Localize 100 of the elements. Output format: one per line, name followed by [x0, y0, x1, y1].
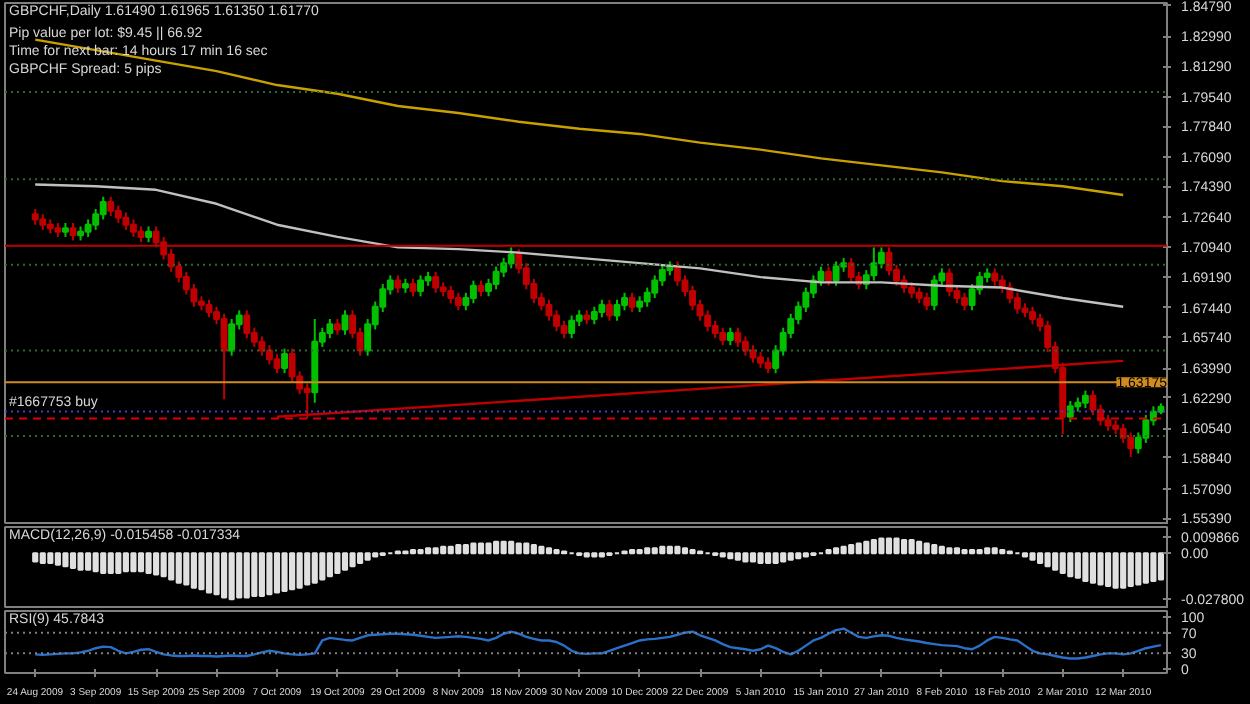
- candlestick: [228, 317, 236, 357]
- bar: [734, 552, 741, 561]
- bar: [470, 542, 477, 555]
- line-series: [34, 627, 1163, 660]
- bar: [727, 552, 734, 560]
- bar: [168, 552, 175, 581]
- bar: [326, 552, 333, 578]
- bar: [1150, 552, 1157, 583]
- bar: [848, 544, 855, 555]
- bar: [432, 547, 439, 555]
- bar: [47, 552, 54, 565]
- bar: [39, 552, 46, 565]
- candlestick: [417, 274, 424, 298]
- bar: [228, 552, 235, 601]
- bar: [674, 545, 681, 555]
- bar: [885, 537, 893, 555]
- line-series: [34, 183, 1125, 308]
- bar: [32, 552, 39, 563]
- bar: [681, 547, 689, 555]
- candlestick: [832, 260, 840, 287]
- bar: [251, 552, 258, 597]
- bar: [991, 547, 998, 555]
- candlestick: [1066, 400, 1074, 423]
- candlestick: [326, 317, 334, 340]
- bar: [69, 552, 77, 569]
- bar: [62, 552, 69, 568]
- bar: [440, 545, 447, 555]
- bar: [1089, 552, 1097, 584]
- candlestick: [847, 256, 855, 284]
- bar: [243, 552, 250, 599]
- bar: [863, 540, 870, 555]
- bar: [795, 552, 802, 560]
- candlestick: [432, 270, 440, 294]
- bar: [462, 544, 469, 555]
- bar: [1157, 552, 1165, 581]
- bar: [916, 540, 923, 555]
- candlestick: [492, 265, 500, 291]
- bar: [311, 552, 318, 584]
- bar: [953, 547, 961, 555]
- bar: [493, 540, 500, 555]
- candlestick: [507, 246, 515, 270]
- bar: [780, 552, 787, 563]
- bar: [772, 552, 779, 565]
- bar: [289, 552, 296, 591]
- bar: [765, 552, 772, 565]
- bar: [477, 542, 485, 555]
- bar: [545, 547, 553, 555]
- bar: [1044, 552, 1051, 568]
- bar: [258, 552, 265, 597]
- bar: [901, 539, 908, 555]
- bar: [787, 552, 794, 561]
- bar: [153, 552, 160, 576]
- bar: [341, 552, 349, 571]
- candlestick: [107, 195, 115, 217]
- bar: [757, 552, 764, 565]
- bar: [85, 552, 92, 571]
- bar: [273, 552, 281, 594]
- bar: [160, 552, 167, 578]
- bar: [500, 540, 507, 555]
- bar: [1097, 552, 1104, 586]
- bar: [1036, 552, 1044, 565]
- bar: [77, 552, 84, 571]
- bar: [523, 542, 530, 555]
- candlestick: [613, 298, 621, 322]
- candlestick: [741, 335, 749, 357]
- bar: [1142, 552, 1149, 584]
- bar: [749, 552, 757, 563]
- bar: [931, 544, 938, 555]
- bar: [281, 552, 288, 592]
- bar: [213, 552, 220, 596]
- bar: [1067, 552, 1074, 578]
- bar: [190, 552, 197, 589]
- bar: [122, 552, 129, 573]
- candlestick: [605, 298, 613, 322]
- bar: [198, 552, 205, 591]
- bar: [946, 547, 953, 555]
- bar: [984, 547, 991, 555]
- candlestick: [545, 298, 553, 322]
- bar: [364, 552, 371, 561]
- bar: [455, 544, 462, 555]
- bar: [115, 552, 122, 574]
- candlestick: [281, 347, 288, 375]
- bar: [878, 537, 885, 555]
- bar: [515, 542, 522, 555]
- bar: [742, 552, 749, 563]
- bar: [893, 537, 900, 555]
- bar: [1135, 552, 1142, 586]
- candlestick: [1089, 389, 1097, 417]
- bar: [319, 552, 326, 581]
- bar: [221, 552, 228, 599]
- bar: [236, 552, 243, 599]
- candlestick: [273, 352, 281, 375]
- candlestick: [258, 335, 266, 357]
- candlestick: [220, 312, 228, 401]
- candlestick: [243, 309, 251, 340]
- bar: [425, 547, 432, 555]
- bar: [659, 545, 666, 555]
- bar: [100, 552, 107, 574]
- bar: [1104, 552, 1112, 588]
- bar: [334, 552, 341, 574]
